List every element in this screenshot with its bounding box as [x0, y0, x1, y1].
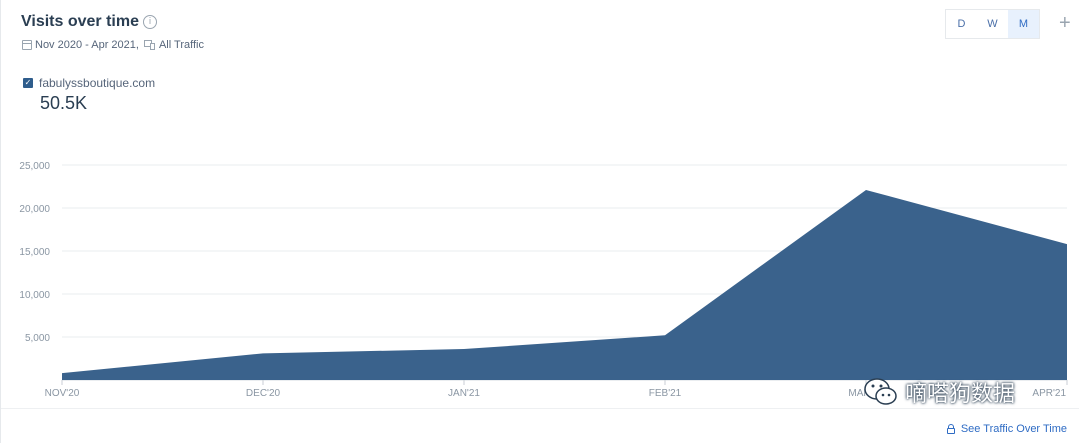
see-traffic-link[interactable]: See Traffic Over Time	[946, 423, 1067, 435]
x-tick-label: FEB'21	[649, 388, 682, 399]
legend-domain: fabulyssboutique.com	[39, 76, 156, 90]
granularity-week-button[interactable]: W	[987, 18, 998, 30]
add-icon[interactable]: +	[1059, 12, 1071, 34]
devices-icon	[143, 40, 156, 50]
chart-title: Visits over time	[21, 13, 139, 30]
y-tick-label: 5,000	[25, 333, 50, 344]
area-series-fabulyssboutique	[62, 189, 1067, 380]
footer-divider	[1, 408, 1079, 409]
x-tick-label: JAN'21	[448, 388, 480, 399]
chart-subtitle: Nov 2020 - Apr 2021, All Traffic	[22, 39, 204, 51]
y-tick-label: 10,000	[19, 290, 50, 301]
y-tick-label: 25,000	[19, 161, 50, 172]
checkbox-checked-icon[interactable]: ✓	[23, 78, 33, 88]
legend-item[interactable]: ✓ fabulyssboutique.com	[23, 76, 155, 90]
y-tick-label: 20,000	[19, 204, 50, 215]
granularity-toggle: D W M	[945, 9, 1040, 39]
calendar-icon	[22, 40, 32, 50]
lock-icon	[946, 424, 955, 434]
y-tick-label: 15,000	[19, 247, 50, 258]
granularity-month-button[interactable]: M	[1008, 10, 1039, 38]
area-chart: 25,000 20,000 15,000 10,000 5,000 NOV'20 DEC'…	[19, 161, 1068, 399]
similarweb-watermark: similarweb	[73, 345, 177, 366]
wechat-icon	[864, 378, 897, 405]
traffic-type: All Traffic	[158, 39, 204, 51]
wechat-account-name: 嘀嗒狗数据	[905, 382, 1016, 407]
info-icon[interactable]: i	[143, 15, 157, 29]
date-range: Nov 2020 - Apr 2021,	[35, 39, 139, 51]
granularity-day-button[interactable]: D	[957, 18, 966, 30]
x-tick-label: NOV'20	[45, 388, 80, 399]
total-visits: 50.5K	[40, 93, 88, 113]
wechat-watermark: 嘀嗒狗数据	[863, 376, 1015, 408]
x-tick-label: DEC'20	[246, 388, 281, 399]
see-traffic-label[interactable]: See Traffic Over Time	[960, 423, 1067, 435]
x-tick-label: APR'21	[1032, 388, 1066, 399]
